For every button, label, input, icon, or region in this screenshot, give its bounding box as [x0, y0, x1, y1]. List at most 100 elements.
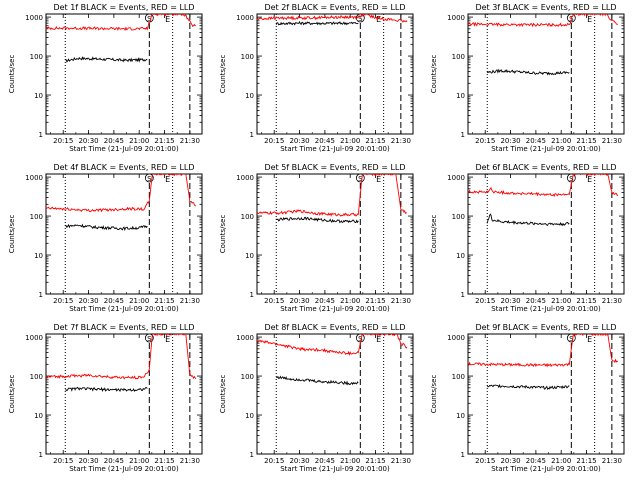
- y-tick-label: 1: [250, 131, 254, 139]
- y-tick-label: 10: [456, 92, 465, 100]
- y-tick-label: 1: [461, 131, 465, 139]
- x-tick-label: 20:30: [289, 137, 309, 145]
- x-tick-label: 21:30: [180, 137, 200, 145]
- panel-9: Det 9f BLACK = Events, RED = LLD 1 10 100 10…: [430, 323, 625, 473]
- x-axis-label: Start Time (21-Jul-09 20:01:00): [491, 465, 601, 473]
- panel-title: Det 6f BLACK = Events, RED = LLD: [475, 163, 616, 172]
- x-axis-label: Start Time (21-Jul-09 20:01:00): [280, 145, 390, 153]
- y-tick-label: 100: [452, 53, 465, 61]
- panel-7: Det 7f BLACK = Events, RED = LLD 1 10 100 10…: [8, 323, 203, 473]
- y-axis-label: Counts/sec: [219, 215, 227, 254]
- marker-label: S: [569, 175, 574, 183]
- y-axis-label: Counts/sec: [219, 55, 227, 94]
- x-tick-label: 21:00: [129, 297, 149, 305]
- y-tick-label: 100: [241, 53, 254, 61]
- x-tick-label: 20:45: [104, 137, 124, 145]
- panel-title: Det 8f BLACK = Events, RED = LLD: [264, 323, 405, 332]
- series-events-line: [65, 386, 148, 393]
- x-tick-label: 20:15: [264, 137, 284, 145]
- y-axis-label: Counts/sec: [430, 55, 438, 94]
- x-tick-label: 21:00: [129, 457, 149, 465]
- y-tick-label: 1: [250, 451, 254, 459]
- series-events-line: [275, 375, 359, 386]
- x-tick-label: 20:15: [264, 457, 284, 465]
- marker-label: E: [587, 175, 592, 184]
- x-tick-label: 21:00: [551, 137, 571, 145]
- y-tick-label: 1: [39, 131, 43, 139]
- panel-4: Det 4f BLACK = Events, RED = LLD 1 10 100 10…: [8, 163, 203, 313]
- y-tick-label: 1000: [25, 334, 43, 342]
- marker-label: S: [569, 335, 574, 343]
- x-tick-label: 21:15: [576, 137, 596, 145]
- x-tick-label: 21:00: [340, 457, 360, 465]
- y-tick-label: 100: [30, 53, 43, 61]
- y-tick-label: 10: [245, 252, 254, 260]
- panel-8: Det 8f BLACK = Events, RED = LLD 1 10 100 10…: [219, 323, 414, 473]
- x-tick-label: 21:00: [340, 137, 360, 145]
- x-tick-label: 20:45: [315, 137, 335, 145]
- x-tick-label: 20:15: [475, 297, 495, 305]
- x-tick-label: 21:15: [154, 297, 174, 305]
- series-events-line: [486, 383, 570, 390]
- marker-label: E: [165, 175, 170, 184]
- marker-label: S: [147, 335, 152, 343]
- marker-label: S: [358, 175, 363, 183]
- x-tick-label: 21:15: [576, 457, 596, 465]
- y-tick-label: 10: [34, 92, 43, 100]
- marker-label: S: [358, 335, 363, 343]
- y-axis-label: Counts/sec: [430, 375, 438, 414]
- x-tick-label: 20:45: [526, 297, 546, 305]
- panel-title: Det 4f BLACK = Events, RED = LLD: [53, 163, 194, 172]
- panel-5: Det 5f BLACK = Events, RED = LLD 1 10 100 10…: [219, 163, 414, 313]
- x-tick-label: 21:00: [340, 297, 360, 305]
- series-lld-line: [468, 174, 619, 198]
- x-tick-label: 20:45: [104, 457, 124, 465]
- x-tick-label: 20:30: [289, 457, 309, 465]
- x-tick-label: 20:15: [475, 137, 495, 145]
- x-tick-label: 20:30: [500, 297, 520, 305]
- x-tick-label: 21:00: [551, 457, 571, 465]
- x-tick-label: 21:00: [551, 297, 571, 305]
- y-tick-label: 1000: [236, 14, 254, 22]
- y-tick-label: 100: [241, 213, 254, 221]
- series-lld-line: [46, 334, 197, 380]
- plot-frame: [45, 173, 203, 295]
- x-tick-label: 20:30: [78, 297, 98, 305]
- x-tick-label: 20:45: [315, 297, 335, 305]
- y-tick-label: 100: [452, 213, 465, 221]
- plot-frame: [467, 13, 625, 135]
- y-tick-label: 1000: [25, 174, 43, 182]
- y-tick-label: 1: [250, 291, 254, 299]
- y-tick-label: 100: [30, 373, 43, 381]
- plot-frame: [256, 333, 414, 455]
- series-lld-line: [257, 174, 408, 217]
- panel-2: Det 2f BLACK = Events, RED = LLD 1 10 100 10…: [219, 3, 414, 153]
- x-axis-label: Start Time (21-Jul-09 20:01:00): [491, 145, 601, 153]
- x-axis-label: Start Time (21-Jul-09 20:01:00): [69, 305, 179, 313]
- marker-label: E: [587, 335, 592, 344]
- series-lld-line: [46, 14, 196, 32]
- y-axis-label: Counts/sec: [219, 375, 227, 414]
- series-lld-line: [257, 334, 408, 356]
- x-tick-label: 21:30: [602, 297, 622, 305]
- y-tick-label: 1000: [447, 334, 465, 342]
- plot-frame: [45, 333, 203, 455]
- plot-frame: [256, 13, 414, 135]
- x-axis-label: Start Time (21-Jul-09 20:01:00): [280, 305, 390, 313]
- x-tick-label: 20:30: [78, 137, 98, 145]
- x-tick-label: 21:30: [602, 137, 622, 145]
- panel-title: Det 7f BLACK = Events, RED = LLD: [53, 323, 194, 332]
- plot-frame: [467, 333, 625, 455]
- x-tick-label: 20:15: [53, 457, 73, 465]
- x-tick-label: 21:15: [154, 457, 174, 465]
- x-tick-label: 20:45: [315, 457, 335, 465]
- x-tick-label: 21:15: [365, 137, 385, 145]
- x-tick-label: 20:15: [53, 297, 73, 305]
- y-tick-label: 10: [456, 252, 465, 260]
- x-tick-label: 20:15: [53, 137, 73, 145]
- x-tick-label: 20:30: [289, 297, 309, 305]
- marker-label: E: [165, 335, 170, 344]
- series-lld-line: [468, 14, 619, 28]
- marker-label: E: [587, 15, 592, 24]
